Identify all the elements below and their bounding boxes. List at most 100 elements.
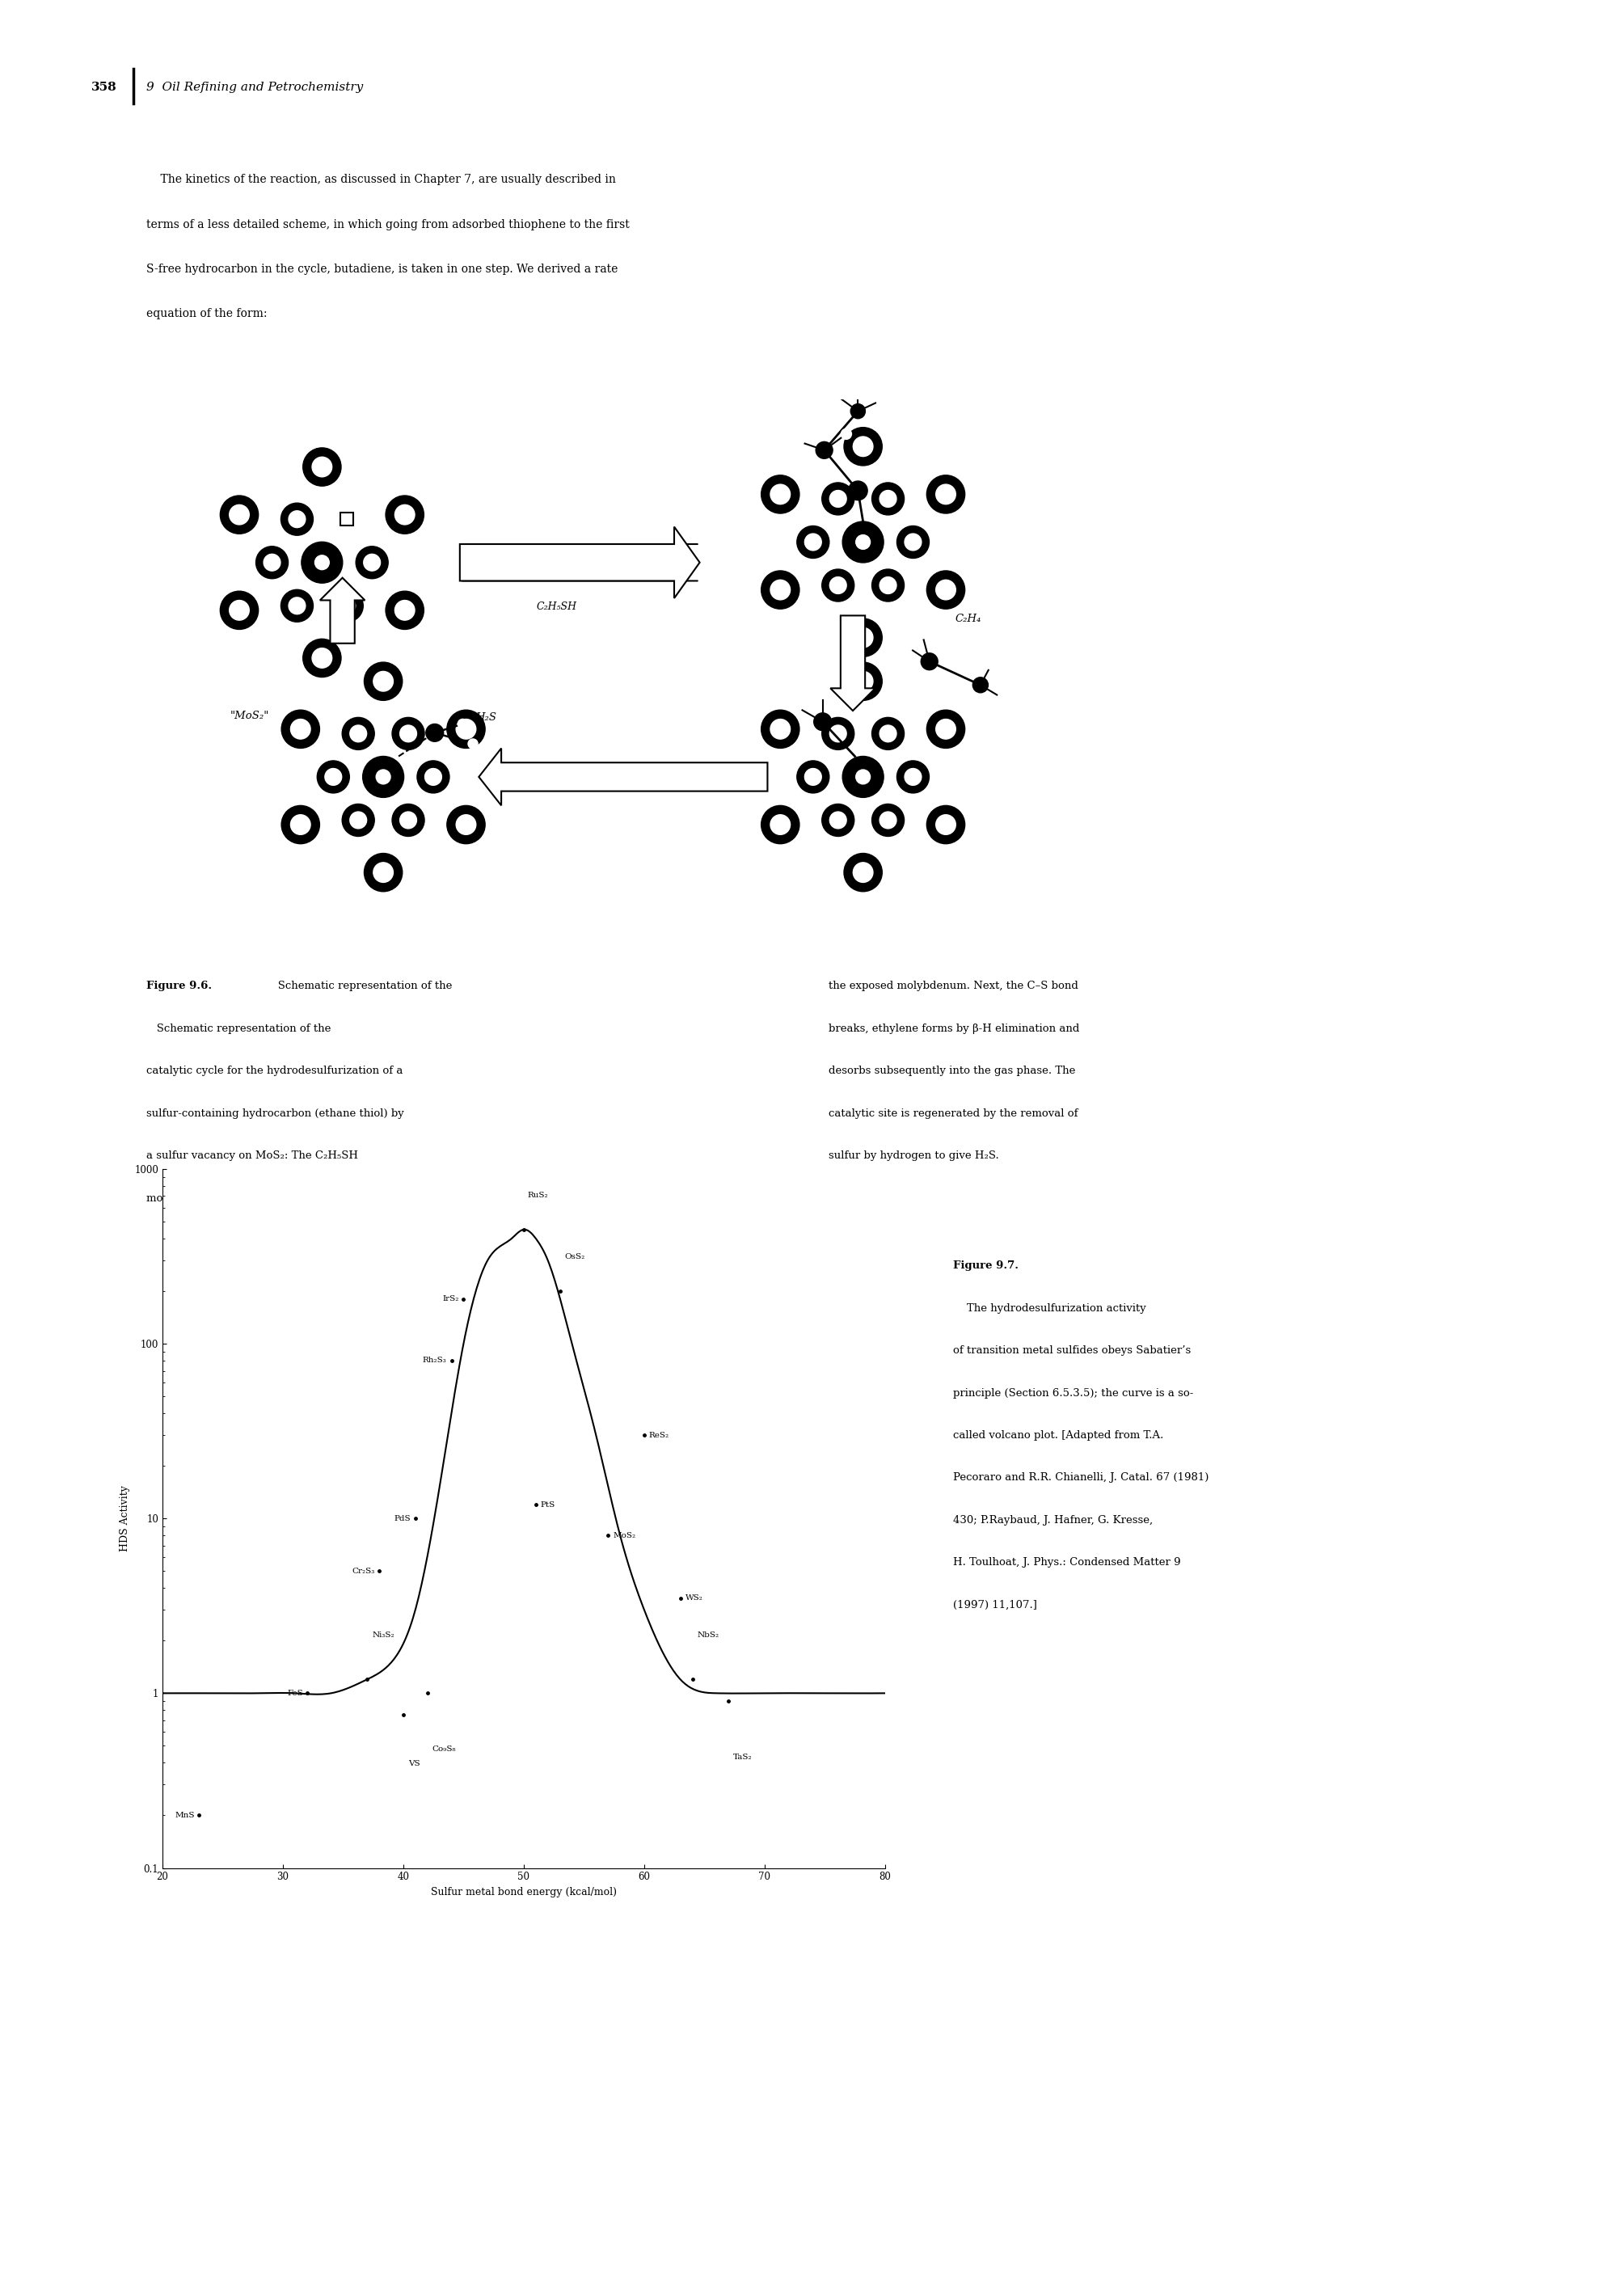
Circle shape: [844, 853, 882, 892]
Circle shape: [921, 653, 937, 669]
Circle shape: [312, 456, 331, 477]
Circle shape: [281, 502, 313, 536]
Circle shape: [229, 504, 248, 525]
Circle shape: [822, 804, 854, 837]
Circle shape: [364, 853, 403, 892]
Circle shape: [304, 639, 341, 676]
X-axis label: Sulfur metal bond energy (kcal/mol): Sulfur metal bond energy (kcal/mol): [430, 1886, 617, 1898]
Circle shape: [364, 555, 380, 571]
Circle shape: [905, 768, 921, 786]
Circle shape: [281, 711, 320, 747]
Circle shape: [229, 601, 248, 621]
Circle shape: [851, 403, 866, 419]
Circle shape: [814, 713, 831, 731]
Circle shape: [304, 447, 341, 486]
Circle shape: [830, 724, 846, 743]
Text: The hydrodesulfurization activity: The hydrodesulfurization activity: [953, 1302, 1147, 1313]
Circle shape: [903, 642, 913, 651]
Text: H. Toulhoat, J. Phys.: Condensed Matter 9: H. Toulhoat, J. Phys.: Condensed Matter …: [953, 1559, 1181, 1568]
Circle shape: [315, 555, 330, 571]
Text: OsS₂: OsS₂: [565, 1254, 585, 1261]
Text: H₂S: H₂S: [476, 713, 497, 722]
Circle shape: [770, 720, 791, 738]
Circle shape: [349, 724, 367, 743]
Circle shape: [391, 804, 424, 837]
Circle shape: [856, 534, 870, 550]
Circle shape: [762, 474, 799, 513]
Circle shape: [385, 591, 424, 630]
Circle shape: [935, 720, 955, 738]
Y-axis label: HDS Activity: HDS Activity: [119, 1485, 130, 1552]
Circle shape: [880, 811, 896, 830]
Circle shape: [843, 756, 883, 798]
Circle shape: [257, 545, 287, 578]
Circle shape: [338, 598, 356, 614]
Text: (1997) 11,107.]: (1997) 11,107.]: [953, 1600, 1038, 1611]
Text: MnS: MnS: [175, 1811, 195, 1820]
Circle shape: [377, 770, 390, 784]
Text: terms of a less detailed scheme, in which going from adsorbed thiophene to the f: terms of a less detailed scheme, in whic…: [146, 218, 630, 229]
Circle shape: [830, 811, 846, 830]
Circle shape: [841, 429, 851, 440]
Circle shape: [364, 662, 403, 701]
Circle shape: [281, 804, 320, 843]
Circle shape: [447, 804, 486, 843]
Polygon shape: [479, 747, 768, 804]
Circle shape: [425, 724, 443, 743]
Circle shape: [844, 619, 882, 658]
Circle shape: [400, 724, 417, 743]
Circle shape: [877, 394, 887, 406]
Circle shape: [425, 768, 442, 786]
Text: Figure 9.7.: Figure 9.7.: [953, 1261, 1018, 1272]
Text: catalytic cycle for the hydrodesulfurization of a: catalytic cycle for the hydrodesulfuriza…: [146, 1066, 403, 1077]
Circle shape: [395, 504, 414, 525]
Circle shape: [905, 534, 921, 550]
Circle shape: [794, 435, 804, 447]
Circle shape: [896, 761, 929, 793]
Text: molecule adsorbs with its sulfur atom towards: molecule adsorbs with its sulfur atom to…: [146, 1194, 398, 1203]
Text: "MoS₂": "MoS₂": [231, 711, 270, 722]
Text: VS: VS: [408, 1760, 421, 1767]
Text: NbS₂: NbS₂: [697, 1632, 719, 1639]
Circle shape: [289, 598, 305, 614]
Circle shape: [770, 814, 791, 834]
Text: FeS: FeS: [287, 1689, 304, 1696]
Circle shape: [844, 426, 882, 465]
Circle shape: [822, 484, 854, 516]
Circle shape: [281, 589, 313, 621]
Circle shape: [804, 534, 822, 550]
Polygon shape: [320, 578, 365, 644]
Circle shape: [986, 660, 997, 669]
Text: S-free hydrocarbon in the cycle, butadiene, is taken in one step. We derived a r: S-free hydrocarbon in the cycle, butadie…: [146, 264, 617, 275]
Circle shape: [856, 770, 870, 784]
Text: Ni₃S₂: Ni₃S₂: [372, 1632, 395, 1639]
Circle shape: [830, 578, 846, 594]
Circle shape: [872, 568, 905, 601]
Text: catalytic site is regenerated by the removal of: catalytic site is regenerated by the rem…: [828, 1109, 1078, 1118]
Bar: [341, 513, 354, 525]
Text: RuS₂: RuS₂: [528, 1192, 547, 1199]
Circle shape: [391, 717, 424, 749]
Circle shape: [374, 672, 393, 692]
Circle shape: [935, 484, 955, 504]
Circle shape: [456, 720, 476, 738]
Circle shape: [880, 490, 896, 507]
Circle shape: [848, 481, 867, 500]
Circle shape: [818, 690, 827, 699]
Circle shape: [362, 756, 404, 798]
Circle shape: [830, 490, 846, 507]
Text: sulfur-containing hydrocarbon (ethane thiol) by: sulfur-containing hydrocarbon (ethane th…: [146, 1109, 404, 1118]
Text: C₂H₅SH: C₂H₅SH: [536, 601, 577, 612]
Circle shape: [417, 761, 450, 793]
Circle shape: [831, 390, 841, 401]
Circle shape: [468, 738, 477, 749]
Circle shape: [872, 484, 905, 516]
Circle shape: [793, 701, 802, 713]
Circle shape: [770, 580, 791, 601]
Circle shape: [770, 484, 791, 504]
Circle shape: [927, 804, 965, 843]
Text: 358: 358: [91, 83, 117, 92]
Circle shape: [797, 525, 830, 559]
Text: Schematic representation of the: Schematic representation of the: [146, 1022, 331, 1034]
Text: equation of the form:: equation of the form:: [146, 307, 266, 319]
